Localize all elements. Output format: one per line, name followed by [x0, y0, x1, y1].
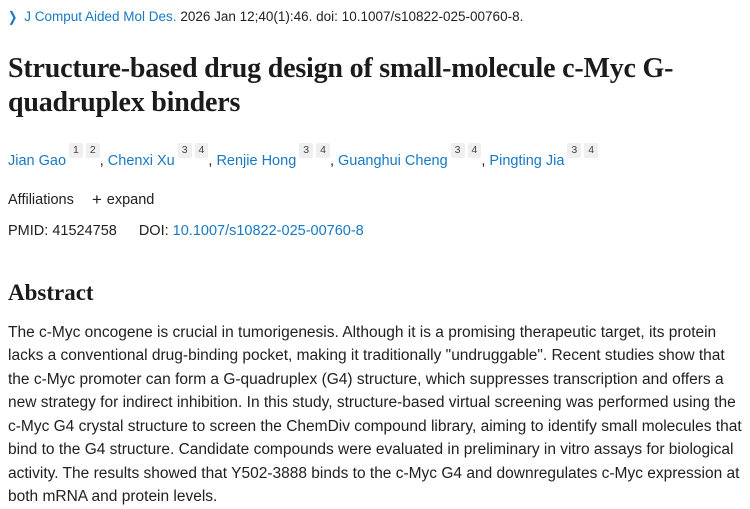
author: Chenxi Xu3 4, [107, 143, 217, 169]
author-link[interactable]: Jian Gao [8, 152, 67, 169]
identifiers-row: PMID: 41524758 DOI: 10.1007/s10822-025-00… [8, 222, 742, 240]
doi-label: DOI: [138, 222, 169, 239]
affiliation-badge[interactable]: 3 [299, 143, 314, 158]
affiliation-badge[interactable]: 4 [316, 143, 330, 158]
abstract-heading: Abstract [8, 279, 94, 305]
author-link[interactable]: Renjie Hong [216, 152, 297, 169]
author-separator: , [99, 152, 108, 169]
journal-link[interactable]: J Comput Aided Mol Des. [24, 9, 177, 24]
affiliation-badge[interactable]: 1 [69, 143, 83, 158]
author-link[interactable]: Guanghui Cheng [338, 152, 448, 169]
author-separator: , [329, 152, 339, 169]
author-separator: , [481, 152, 490, 169]
author: Jian Gao1 2, [8, 143, 108, 169]
affiliation-badge[interactable]: 4 [467, 143, 482, 158]
doi-group: DOI: 10.1007/s10822-025-00760-8 [139, 223, 364, 239]
affiliations-label: Affiliations [8, 191, 74, 208]
journal-chevron-icon[interactable]: ❯ [8, 10, 18, 26]
affiliation-badge[interactable]: 4 [584, 143, 599, 158]
pmid-value: 41524758 [52, 222, 117, 239]
expand-label: expand [106, 191, 155, 208]
citation-details: 2026 Jan 12;40(1):46. doi: 10.1007/s1082… [180, 9, 524, 24]
author: Renjie Hong3 4, [216, 143, 339, 169]
affiliation-badge[interactable]: 3 [450, 143, 465, 158]
abstract-text: The c-Myc oncogene is crucial in tumorig… [8, 323, 742, 506]
pmid-label: PMID: [8, 222, 49, 239]
affiliation-badge[interactable]: 2 [85, 143, 100, 158]
article-title: Structure-based drug design of small-mol… [8, 53, 674, 118]
authors-list: Jian Gao1 2, Chenxi Xu3 4, Renjie Hong3 4, … [8, 143, 742, 171]
plus-icon: + [91, 189, 102, 209]
affiliations-row: Affiliations + expand [8, 190, 742, 210]
author-link[interactable]: Pingting Jia [489, 152, 565, 169]
doi-link[interactable]: 10.1007/s10822-025-00760-8 [172, 222, 364, 239]
affiliations-expand-button[interactable]: + expand [92, 190, 155, 210]
journal-citation: ❯ J Comput Aided Mol Des. 2026 Jan 12;40(… [8, 8, 742, 27]
author-link[interactable]: Chenxi Xu [107, 152, 175, 169]
author: Guanghui Cheng3 4, [338, 143, 490, 169]
affiliation-badge[interactable]: 3 [567, 143, 582, 158]
author: Pingting Jia3 4 [489, 143, 599, 169]
affiliation-badge[interactable]: 4 [194, 143, 209, 158]
author-separator: , [208, 152, 217, 169]
affiliation-badge[interactable]: 3 [177, 143, 192, 158]
